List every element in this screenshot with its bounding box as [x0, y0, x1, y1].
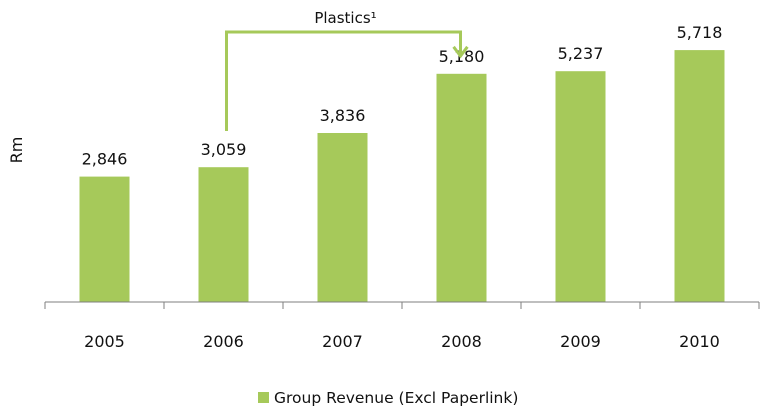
x-tick-label-2008: 2008	[441, 332, 482, 351]
x-tick-label-2006: 2006	[203, 332, 244, 351]
annotation-arrow-head-icon	[452, 45, 469, 59]
bar-2005	[79, 176, 130, 302]
y-axis-title: Rm	[7, 137, 26, 164]
legend-label: Group Revenue (Excl Paperlink)	[274, 389, 518, 407]
bar-2009	[555, 71, 606, 302]
data-label-2007: 3,836	[320, 106, 366, 125]
bar-2007	[317, 133, 368, 302]
x-tick-label-2005: 2005	[84, 332, 125, 351]
x-tick-label-2007: 2007	[322, 332, 363, 351]
data-label-2006: 3,059	[201, 140, 247, 159]
data-label-2009: 5,237	[558, 44, 604, 63]
data-label-2010: 5,718	[677, 23, 723, 42]
bars-group	[79, 50, 725, 302]
legend-swatch	[258, 392, 269, 403]
x-axis-ticks	[44, 302, 760, 309]
bar-2008	[436, 73, 487, 302]
x-axis-tick-labels: 2005 2006 2007 2008 2009 2010	[84, 332, 720, 351]
bar-2006	[198, 167, 249, 302]
plastics-annotation: Plastics¹	[225, 9, 469, 131]
legend: Group Revenue (Excl Paperlink)	[258, 389, 518, 407]
annotation-label: Plastics¹	[314, 9, 376, 27]
annotation-bracket-line	[225, 30, 462, 131]
x-tick-label-2009: 2009	[560, 332, 601, 351]
x-tick-label-2010: 2010	[679, 332, 720, 351]
bar-2010	[674, 50, 725, 302]
data-label-2005: 2,846	[82, 150, 128, 169]
